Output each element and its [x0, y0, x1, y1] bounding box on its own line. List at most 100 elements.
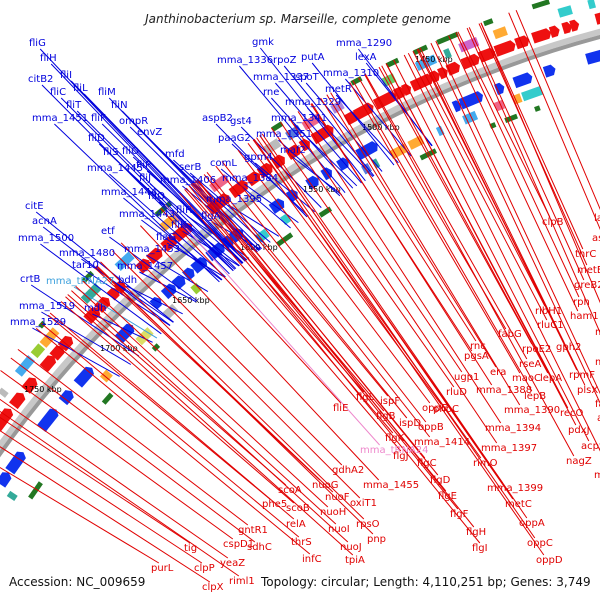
leader-line-reverse — [261, 133, 528, 519]
leader-line-forward — [109, 236, 198, 302]
feature-block — [587, 0, 596, 10]
gene-label-rpmf: rpmF — [569, 370, 595, 381]
gene-label-last: last — [594, 213, 600, 224]
gene-label-pdxj: pdxJ — [568, 425, 590, 436]
feature-block — [149, 297, 162, 310]
leader-line-reverse — [0, 430, 203, 564]
feature-block — [0, 472, 12, 488]
gene-label-crtb: crtB — [20, 274, 41, 285]
leader-line-reverse — [206, 171, 408, 419]
gene-label-etf: etf — [101, 226, 115, 237]
leader-line-reverse — [188, 185, 481, 544]
feature-block — [407, 135, 425, 150]
leader-line-forward — [83, 93, 247, 261]
gene-label-rpoz: rpoZ — [273, 55, 297, 66]
gene-label-tar10: tar10 — [72, 260, 99, 271]
gene-label-mma-trna24: mma_tRNA24 — [360, 445, 429, 456]
leader-line-reverse — [49, 312, 295, 520]
feature-block — [80, 283, 102, 304]
leader-line-reverse — [270, 127, 455, 388]
leader-line-reverse — [0, 446, 211, 583]
feature-block — [594, 12, 600, 25]
gene-label-flin: fliN — [111, 100, 128, 111]
leader-line-reverse — [0, 398, 229, 559]
leader-line-reverse — [96, 265, 374, 535]
gene-label-tpia: tpiA — [345, 555, 365, 566]
feature-block — [531, 28, 552, 44]
gene-label-mma-1351: mma_1351 — [256, 129, 312, 140]
gene-label-mete2: metE2 — [577, 265, 600, 276]
gene-label-thrs: thrS — [291, 537, 312, 548]
gene-label-gntr1: gntR1 — [238, 525, 268, 536]
leader-line-reverse — [412, 50, 546, 307]
feature-block — [534, 105, 541, 112]
gene-label-flil: fliL — [73, 83, 88, 94]
leader-line-reverse — [179, 192, 402, 452]
leader-line-forward — [146, 254, 209, 293]
gene-label-oppe: oppE — [422, 403, 447, 414]
gene-label-ugp1: ugp1 — [454, 372, 479, 383]
map-title: Janthinobacterium sp. Marseille, complet… — [143, 12, 451, 26]
feature-block — [298, 138, 310, 152]
gene-label-mma-1349: mma_1349 — [595, 357, 600, 368]
leader-line-reverse — [47, 314, 271, 500]
reverse-rna-track — [38, 0, 550, 329]
gene-label-bdh: bdh — [118, 275, 137, 286]
gene-label-lexa: lexA — [355, 52, 377, 63]
gene-label-mma-1406: mma_1406 — [160, 175, 216, 186]
feature-block — [468, 53, 480, 67]
feature-block — [585, 49, 600, 65]
leader-line-reverse — [140, 225, 380, 481]
gene-label-flga: flgA — [201, 211, 221, 222]
gene-label-flis: fliS — [103, 147, 118, 158]
leader-line-reverse — [320, 97, 477, 342]
feature-block — [275, 232, 294, 247]
gene-label-maf2: maf2 — [280, 145, 306, 156]
leader-line-forward — [345, 78, 412, 157]
gene-label-rne: rne — [263, 87, 279, 98]
gene-label-mma-1389: mma_1389 — [594, 470, 600, 481]
feature-block — [336, 157, 349, 171]
feature-block — [39, 355, 57, 372]
gene-label-greb2: greB2 — [574, 280, 600, 291]
leader-line-reverse — [288, 116, 463, 373]
gene-label-flip: fliP — [136, 160, 151, 171]
feature-block — [209, 173, 230, 193]
feature-block — [182, 267, 195, 281]
leader-line-reverse — [112, 250, 361, 499]
leader-line-reverse — [297, 111, 502, 424]
gene-label-thrc: thrC — [575, 249, 596, 260]
leader-line-forward — [244, 183, 299, 224]
leader-line-forward — [307, 107, 374, 177]
leader-line-reverse — [417, 48, 578, 371]
leader-line-reverse — [184, 188, 394, 434]
gene-label-clpb: clpB — [542, 217, 564, 228]
gene-label-mma-1397: mma_1397 — [481, 443, 537, 454]
gene-label-mma-1290: mma_1290 — [336, 38, 392, 49]
gene-label-infc: infC — [302, 554, 322, 565]
feature-block — [443, 48, 452, 59]
leader-line-reverse — [326, 94, 497, 368]
leader-line-reverse — [364, 74, 575, 457]
gene-label-nagz: nagZ — [566, 456, 592, 467]
gene-label-flge: flgE — [438, 491, 457, 502]
leader-line-reverse — [515, 10, 600, 211]
scale-tick-label: 1600 kbp — [240, 243, 278, 252]
gene-label-mma-1451: mma_1451 — [32, 113, 88, 124]
leader-line-forward — [166, 242, 226, 278]
gene-label-pgsa: pgsA — [464, 351, 489, 362]
gene-label-oxit1: oxiT1 — [350, 498, 377, 509]
feature-block — [521, 85, 544, 102]
feature-block — [162, 303, 179, 320]
leader-line-reverse — [221, 161, 427, 423]
leader-line-reverse — [349, 81, 521, 374]
label-leaders — [0, 10, 600, 583]
scale-tick-label: 1550 kbp — [303, 185, 341, 194]
gene-label-ispf: ispF — [380, 396, 400, 407]
feature-block — [151, 343, 161, 352]
leader-line-reverse — [10, 357, 256, 543]
gene-label-mdh: mdh — [84, 303, 106, 314]
gene-label-mma-1480: mma_1480 — [59, 248, 115, 259]
leader-line-reverse — [237, 149, 431, 404]
